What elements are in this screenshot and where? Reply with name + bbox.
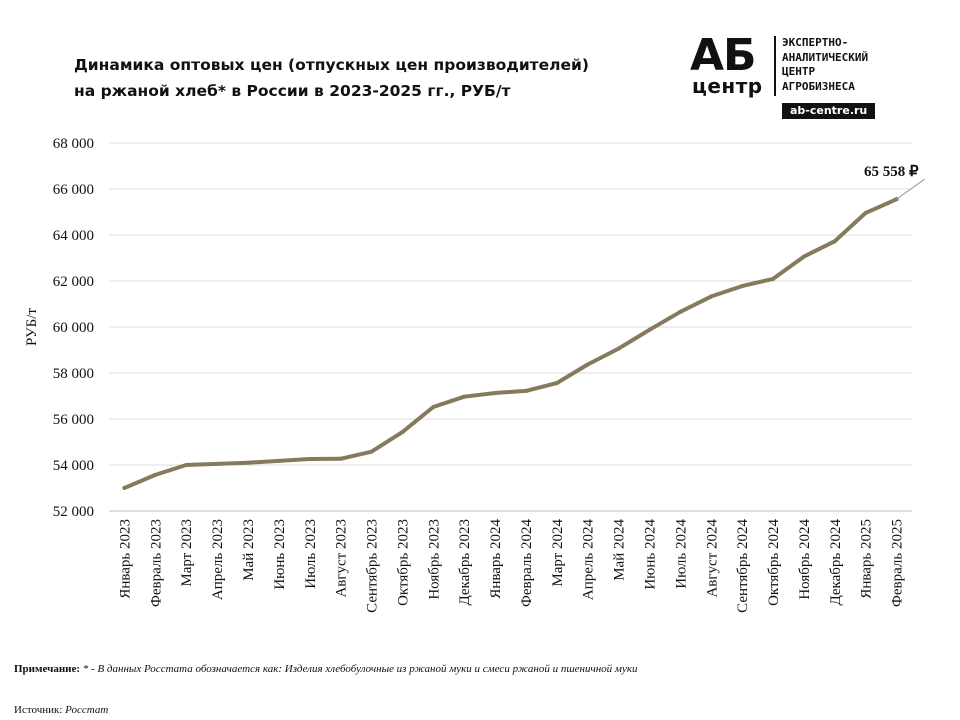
x-tick-label: Февраль 2024 (519, 519, 535, 607)
logo-text: ЭКСПЕРТНО- АНАЛИТИЧЕСКИЙ ЦЕНТР АГРОБИЗНЕ… (782, 36, 868, 94)
data-point (276, 458, 281, 463)
x-tick-label: Июль 2024 (673, 519, 689, 589)
y-tick-label: 66 000 (53, 182, 94, 198)
source-text: Росстат (65, 704, 109, 716)
data-point (462, 394, 467, 399)
source-note: Источник: Росстат (14, 704, 108, 716)
series-line (122, 197, 899, 490)
logo-sub: центр (692, 74, 763, 98)
logo-url: ab-centre.ru (782, 103, 876, 119)
grid-lines (109, 142, 912, 512)
series-layer (122, 197, 899, 490)
y-tick-labels: 52 000 54 000 56 000 58 000 60 000 62 000 64 0… (53, 136, 94, 520)
data-point (153, 472, 158, 477)
x-tick-label: Сентябрь 2024 (735, 519, 751, 613)
data-point (493, 391, 498, 396)
data-point (122, 486, 127, 490)
x-tick-labels: Январь 2023 Февраль 2023 Март 2023 Апрель 2… (117, 519, 905, 613)
x-tick-label: Февраль 2025 (890, 519, 906, 607)
x-tick-label: Октябрь 2023 (395, 519, 411, 606)
data-point (369, 449, 374, 454)
chart-title-line-1: Динамика оптовых цен (отпускных цен прои… (74, 56, 589, 74)
data-point (709, 294, 714, 299)
x-tick-label: Февраль 2023 (148, 519, 164, 607)
x-tick-label: Август 2023 (334, 519, 350, 598)
y-tick-label: 52 000 (53, 504, 94, 520)
x-tick-label: Январь 2024 (488, 519, 504, 599)
y-tick-label: 58 000 (53, 366, 94, 382)
data-point (338, 456, 343, 461)
chart-title: Динамика оптовых цен (отпускных цен прои… (74, 52, 634, 104)
x-tick-label: Ноябрь 2023 (426, 519, 442, 600)
x-tick-label: Апрель 2023 (210, 519, 226, 600)
x-tick-label: Март 2023 (179, 519, 195, 587)
x-tick-label: Январь 2025 (859, 519, 875, 599)
chart-subtitle: на ржаной хлеб* в России в 2023-2025 гг.… (74, 82, 511, 100)
x-tick-label: Июнь 2023 (272, 519, 288, 590)
x-tick-label: Январь 2023 (117, 519, 133, 599)
data-point (307, 457, 312, 462)
x-tick-label: Декабрь 2024 (828, 519, 844, 606)
data-point (245, 460, 250, 465)
data-point (400, 430, 405, 435)
last-value-label: 65 558 ₽ (864, 164, 919, 180)
logo-mark: АБ (690, 30, 757, 81)
y-axis-label: РУБ/т (24, 308, 40, 346)
data-point (431, 405, 436, 410)
x-tick-label: Ноябрь 2024 (797, 519, 813, 600)
y-tick-label: 56 000 (53, 412, 94, 428)
y-tick-label: 54 000 (53, 458, 94, 474)
footnote-text: * - В данных Росстата обозначается как: … (82, 663, 638, 675)
data-point (554, 381, 559, 386)
logo-divider (774, 36, 776, 96)
annotation-layer: 65 558 ₽ (864, 164, 925, 200)
x-tick-label: Сентябрь 2023 (365, 519, 381, 613)
footnote: Примечание: * - В данных Росстата обозна… (14, 663, 637, 675)
data-point (832, 239, 837, 244)
x-tick-label: Декабрь 2023 (457, 519, 473, 606)
data-point (215, 461, 220, 466)
x-tick-label: Апрель 2024 (581, 519, 597, 601)
y-tick-label: 62 000 (53, 274, 94, 290)
data-point (647, 327, 652, 332)
y-tick-label: 68 000 (53, 136, 94, 152)
x-tick-label: Март 2024 (550, 519, 566, 587)
x-tick-label: Май 2023 (241, 519, 257, 581)
data-point (771, 276, 776, 281)
logo-text-line: АГРОБИЗНЕСА (782, 79, 855, 93)
logo-text-line: ЭКСПЕРТНО- (782, 36, 849, 49)
data-point (616, 346, 621, 351)
data-point (585, 362, 590, 367)
data-point (184, 463, 189, 467)
x-tick-label: Июнь 2024 (642, 519, 658, 590)
data-point (863, 210, 868, 215)
data-point (678, 309, 683, 314)
x-tick-label: Май 2024 (612, 519, 628, 581)
logo-text-line: ЦЕНТР (782, 65, 816, 78)
footnote-label: Примечание: (14, 663, 81, 675)
logo-text-line: АНАЛИТИЧЕСКИЙ (782, 50, 869, 64)
data-point (740, 284, 745, 289)
annotation-leader (896, 178, 925, 200)
x-tick-label: Октябрь 2024 (766, 519, 782, 606)
y-tick-label: 60 000 (53, 320, 94, 336)
source-label: Источник: (14, 704, 63, 716)
x-tick-label: Август 2024 (704, 519, 720, 598)
ab-centre-logo: АБ центр ЭКСПЕРТНО- АНАЛИТИЧЕСКИЙ ЦЕНТР … (690, 34, 940, 124)
x-tick-label: Июль 2023 (303, 519, 319, 589)
data-point (523, 388, 528, 393)
data-point (801, 254, 806, 259)
y-tick-label: 64 000 (53, 228, 94, 244)
